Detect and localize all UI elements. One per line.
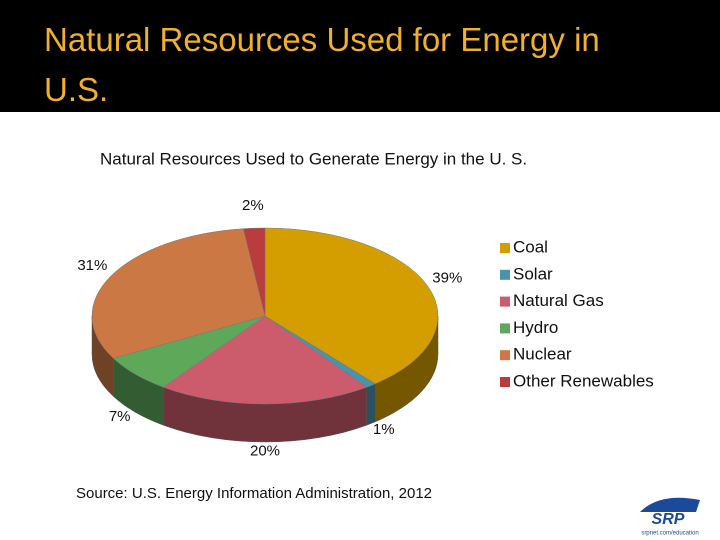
logo: SRP srpnet.com/education (640, 497, 700, 537)
legend-label: Nuclear (513, 345, 572, 364)
pie-slice (243, 227, 266, 317)
legend-label: Other Renewables (513, 371, 654, 390)
legend-swatch (500, 323, 510, 334)
pie-slice (264, 227, 439, 385)
pie-slice (162, 315, 368, 405)
legend-label: Solar (513, 264, 553, 283)
legend-label: Hydro (513, 318, 558, 337)
data-label: 2% (242, 197, 264, 214)
data-label: 20% (250, 442, 280, 459)
legend-label: Coal (513, 237, 548, 256)
logo-text: SRP (652, 511, 685, 528)
pie-slice (91, 228, 266, 359)
data-label: 1% (373, 421, 395, 438)
data-label: 31% (77, 257, 107, 274)
legend-swatch (500, 350, 510, 361)
slide-title: Natural Resources Used for Energy in U.S. (44, 21, 600, 108)
legend-swatch (500, 296, 510, 307)
pie-side (366, 383, 376, 426)
source-note: Source: U.S. Energy Information Administ… (76, 485, 432, 502)
chart-title: Natural Resources Used to Generate Energ… (100, 149, 527, 168)
legend-label: Natural Gas (513, 291, 604, 310)
title-band (0, 0, 720, 112)
logo-url: srpnet.com/education (641, 531, 698, 537)
legend-swatch (500, 269, 510, 280)
logo-swoosh (640, 497, 700, 512)
data-label: 7% (109, 408, 131, 425)
legend-swatch (500, 243, 510, 253)
legend-swatch (500, 377, 510, 387)
data-label: 39% (432, 270, 462, 287)
